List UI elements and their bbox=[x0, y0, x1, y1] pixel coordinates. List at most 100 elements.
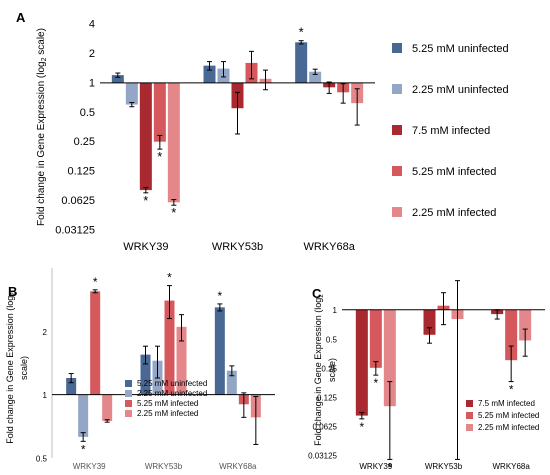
panel-b-y-axis-label-line2: scale) bbox=[19, 356, 29, 380]
panel-b-ytick-label: 0.5 bbox=[36, 455, 48, 464]
panel-a-ytick-label: 0.125 bbox=[67, 166, 95, 178]
panel-a-y-axis-label-part2: scale) bbox=[36, 28, 47, 57]
panel-a-bar bbox=[111, 75, 124, 83]
panel-c-ytick-label: 0.03125 bbox=[308, 452, 337, 461]
panel-c-ytick-label: 0.0625 bbox=[313, 422, 338, 431]
panel-c-y-axis-label-line2: scale) bbox=[327, 358, 337, 382]
panel-c-bar bbox=[505, 309, 518, 361]
panel-a-category-label: WRKY53b bbox=[212, 241, 263, 253]
panel-b-legend-swatch bbox=[125, 400, 132, 407]
panel-b-y-axis-label-line1: Fold change in Gene Expression ( bbox=[5, 308, 15, 444]
panel-c-significance-star: * bbox=[387, 460, 392, 474]
panel-a-bar bbox=[167, 82, 180, 203]
panel-a-chart: 4 2 1 0.5 0.25 0.125 0.0625 0.03125 * * * WRKY39 WRK… bbox=[36, 19, 509, 254]
panel-a-legend-label: 5.25 mM uninfected bbox=[412, 43, 509, 55]
panel-b-category-label: WRKY68a bbox=[219, 462, 257, 471]
panel-a-legend-swatch bbox=[392, 125, 402, 135]
panel-b-significance-star: * bbox=[217, 289, 222, 303]
panel-b-bar bbox=[102, 394, 113, 421]
panel-c-ytick-label: 0.25 bbox=[321, 364, 337, 373]
panel-c-bar bbox=[383, 309, 396, 407]
panel-c-bar bbox=[423, 309, 436, 335]
panel-b-bar bbox=[164, 300, 175, 395]
panel-b-bar bbox=[78, 394, 89, 437]
panel-a-legend-label: 2.25 mM infected bbox=[412, 207, 496, 219]
panel-b-bar bbox=[226, 370, 237, 395]
panel-b-legend-label: 5.25 mM infected bbox=[137, 399, 198, 408]
panel-a-legend-label: 2.25 mM uninfected bbox=[412, 84, 509, 96]
panel-a-legend-label: 5.25 mM infected bbox=[412, 166, 496, 178]
panel-a-legend-swatch bbox=[392, 207, 402, 217]
panel-a-bar bbox=[125, 82, 138, 105]
panel-c-legend-swatch bbox=[466, 412, 473, 419]
panel-b-chart: 2 1 0.5 * * WRKY39 * WRKY53b * WRKY68a 5.25 mM uni… bbox=[5, 268, 275, 471]
panel-b-legend-label: 2.25 mM infected bbox=[137, 409, 198, 418]
panel-a-significance-star: * bbox=[299, 25, 304, 40]
panel-c-category-label: WRKY68a bbox=[492, 462, 530, 471]
panel-c-y-axis-label-log: log bbox=[313, 298, 323, 310]
panel-a-significance-star: * bbox=[157, 149, 162, 164]
panel-b-bar bbox=[90, 291, 101, 395]
panel-c-significance-star: * bbox=[359, 420, 364, 434]
panel-a-ytick-label: 0.0625 bbox=[61, 195, 95, 207]
panel-a-ytick-label: 4 bbox=[89, 19, 95, 31]
panel-a-y-axis-label: Fold change in Gene Expression (log2 sca… bbox=[36, 28, 48, 226]
panel-c-bar bbox=[519, 309, 532, 341]
panel-c-ytick-label: 0.5 bbox=[326, 335, 338, 344]
panel-b-significance-star: * bbox=[81, 442, 86, 456]
panel-b-legend-label: 5.25 mM uninfected bbox=[137, 379, 207, 388]
panel-c-legend-swatch bbox=[466, 424, 473, 431]
panel-b-y-axis-label: Fold change in Gene Expression (log2 scal… bbox=[5, 292, 29, 444]
panel-b-bar bbox=[66, 378, 77, 395]
panel-a-significance-star: * bbox=[171, 205, 176, 220]
panel-b-bar bbox=[176, 326, 187, 395]
panel-c-ytick-label: 1 bbox=[333, 306, 338, 315]
panel-a-bar bbox=[203, 65, 216, 83]
panel-a-ytick-label: 0.25 bbox=[74, 136, 95, 148]
panel-a-ytick-label: 1 bbox=[89, 77, 95, 89]
panel-c-ytick-label: 0.125 bbox=[317, 393, 338, 402]
panel-label-c: C bbox=[312, 286, 322, 301]
panel-a-significance-star: * bbox=[143, 193, 148, 208]
panel-a-category-label: WRKY68a bbox=[303, 241, 355, 253]
panel-a-bar bbox=[153, 82, 166, 142]
panel-c-y-axis-label: Fold change in Gene Expression (log2 scal… bbox=[313, 294, 337, 446]
panel-c-y-axis-label-line1: Fold change in Gene Expression ( bbox=[313, 310, 323, 446]
panel-c-legend-label: 7.5 mM infected bbox=[478, 399, 535, 408]
panel-c-legend-label: 2.25 mM infected bbox=[478, 423, 539, 432]
panel-c-significance-star: * bbox=[509, 383, 514, 397]
panel-a-legend-swatch bbox=[392, 84, 402, 94]
panel-a-y-axis-label-sub: 2 bbox=[41, 57, 48, 61]
panel-a-ytick-label: 0.03125 bbox=[55, 225, 95, 237]
panel-b-significance-star: * bbox=[167, 271, 172, 285]
panel-b-category-label: WRKY53b bbox=[145, 462, 183, 471]
panel-a-legend-label: 7.5 mM infected bbox=[412, 125, 490, 137]
panel-label-b: B bbox=[8, 284, 17, 299]
panel-c-legend-swatch bbox=[466, 400, 473, 407]
panel-b-legend-label: 2.25 mM uninfected bbox=[137, 389, 207, 398]
panel-b-legend-swatch bbox=[125, 410, 132, 417]
panel-a-legend-swatch bbox=[392, 166, 402, 176]
panel-c-y-axis-label-sub: 2 bbox=[318, 294, 325, 298]
panel-c-category-label: WRKY39 bbox=[359, 462, 392, 471]
panel-b-y-axis-label-log: log bbox=[5, 296, 15, 308]
panel-a-legend-swatch bbox=[392, 43, 402, 53]
panel-b-significance-star: * bbox=[93, 275, 98, 289]
panel-a-category-label: WRKY39 bbox=[123, 241, 168, 253]
panel-b-ytick-label: 1 bbox=[43, 391, 48, 400]
panel-c-bar bbox=[369, 309, 382, 368]
panel-c-bar bbox=[355, 309, 368, 416]
panel-a-ytick-label: 0.5 bbox=[80, 107, 95, 119]
panel-b-bar bbox=[214, 307, 225, 395]
panel-b-y-axis-label-sub: 2 bbox=[10, 292, 17, 296]
panel-a-y-axis-label-part1: Fold change in Gene Expression (log bbox=[36, 61, 47, 226]
panel-b-legend-swatch bbox=[125, 380, 132, 387]
panel-a-bar bbox=[309, 71, 322, 83]
panel-a-bar bbox=[139, 82, 152, 191]
panel-c-significance-star: * bbox=[373, 376, 378, 390]
panel-a-ytick-label: 2 bbox=[89, 48, 95, 60]
panel-b-category-label: WRKY39 bbox=[73, 462, 106, 471]
panel-b-ytick-label: 2 bbox=[43, 328, 48, 337]
panel-c-category-label: WRKY53b bbox=[425, 462, 463, 471]
